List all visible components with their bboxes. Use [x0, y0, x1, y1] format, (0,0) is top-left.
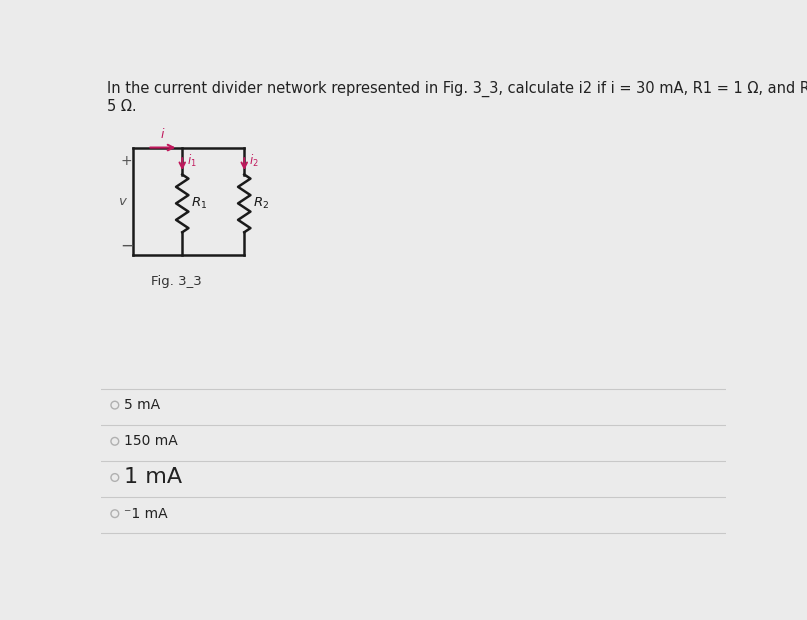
Text: $i_2$: $i_2$ — [249, 153, 258, 169]
Text: +: + — [120, 154, 132, 169]
Text: Fig. 3_3: Fig. 3_3 — [151, 275, 202, 288]
Text: In the current divider network represented in Fig. 3_3, calculate i2 if i = 30 m: In the current divider network represent… — [107, 81, 807, 114]
Text: 150 mA: 150 mA — [124, 434, 178, 448]
Text: 1 mA: 1 mA — [124, 467, 182, 487]
Text: $i_1$: $i_1$ — [187, 153, 197, 169]
Text: $R_2$: $R_2$ — [253, 196, 269, 211]
Text: $v$: $v$ — [118, 195, 128, 208]
Text: $i$: $i$ — [160, 126, 165, 141]
Text: 5 mA: 5 mA — [124, 398, 161, 412]
Text: −: − — [120, 237, 134, 255]
Text: $R_1$: $R_1$ — [190, 196, 207, 211]
Text: ⁻1 mA: ⁻1 mA — [124, 507, 168, 521]
